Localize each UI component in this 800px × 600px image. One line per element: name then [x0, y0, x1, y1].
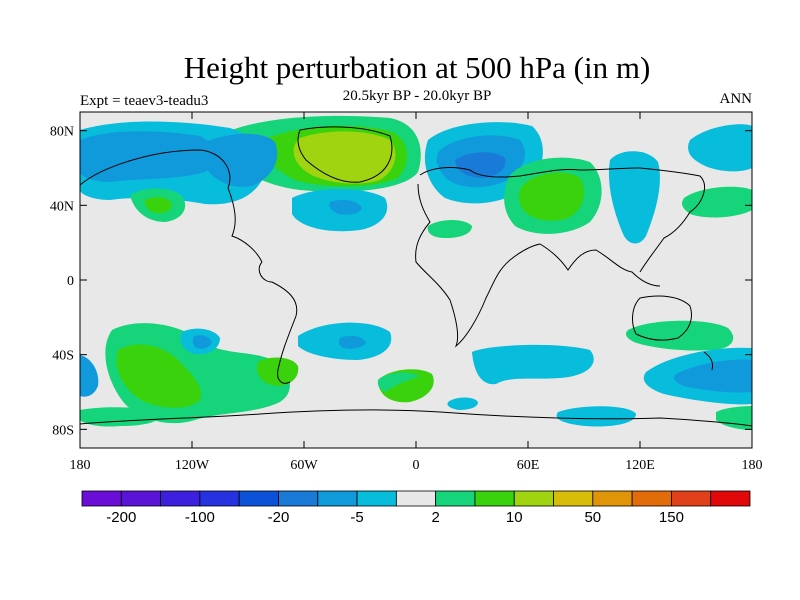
colorbar-swatch — [395, 490, 437, 507]
lon-tick-label: 180 — [70, 458, 91, 473]
lon-tick-label: 120E — [625, 458, 655, 473]
lon-tick-label: 60E — [517, 458, 540, 473]
colorbar-swatch — [160, 490, 201, 507]
contour-negative-antarctic-indian — [556, 406, 636, 427]
colorbar-label: -5 — [350, 509, 363, 526]
colorbar-swatch — [671, 490, 712, 507]
map-title: Height perturbation at 500 hPa (in m) — [183, 50, 651, 85]
colorbar-swatch — [199, 490, 240, 507]
contour-negative-siberia — [608, 151, 660, 244]
lat-tick-label: 80N — [50, 125, 74, 140]
contour-positive-australia — [626, 320, 734, 351]
lat-tick-label: 40N — [50, 199, 74, 214]
lat-tick-label: 0 — [67, 274, 74, 289]
coastlines — [80, 126, 752, 427]
colorbar-swatch — [513, 490, 554, 507]
longitude-axis: 180 120W 60W 0 60E 120E 180 — [70, 112, 763, 473]
lon-tick-label: 180 — [742, 458, 763, 473]
colorbar-swatch — [120, 490, 161, 507]
contour-negative-spacific-small-core — [192, 335, 212, 349]
colorbar-label: 10 — [506, 509, 523, 526]
colorbar-label: -100 — [185, 509, 215, 526]
lon-tick-label: 120W — [175, 458, 210, 473]
colorbar-swatch — [81, 490, 122, 507]
latitude-axis: 80N 40N 0 40S 80S — [50, 125, 752, 438]
contour-negative-natlantic-core — [329, 200, 362, 215]
colorbar-label: -20 — [268, 509, 290, 526]
contour-negative-west-edge — [80, 355, 99, 397]
colorbar-swatch — [356, 490, 397, 507]
contour-positive-central-asia-core — [519, 172, 584, 221]
colorbar-label: -200 — [106, 509, 136, 526]
season-label: ANN — [719, 91, 753, 107]
contour-negative-satlantic-core — [338, 335, 366, 349]
contour-fields — [80, 115, 752, 430]
map-subtitle: 20.5kyr BP - 20.0kyr BP — [342, 88, 492, 104]
contour-negative-arctic-east — [688, 124, 752, 172]
colorbar: -200 -100 -20 -5 2 10 50 150 — [81, 490, 751, 526]
contour-negative-south-africa — [472, 344, 594, 385]
contour-positive-south-atlantic-ring — [377, 372, 420, 392]
lon-tick-label: 60W — [290, 458, 318, 473]
colorbar-swatch — [631, 490, 672, 507]
colorbar-swatch — [710, 490, 751, 507]
contour-positive-antarctic-east — [716, 406, 752, 430]
contour-negative-npacific-mid — [80, 131, 217, 182]
contour-positive-nw-america-core — [144, 196, 172, 214]
contour-negative-scandinavia-core — [455, 152, 506, 178]
colorbar-swatch — [238, 490, 279, 507]
contour-positive-npacific-east — [682, 186, 752, 218]
contour-positive-spacific-core — [116, 344, 202, 408]
colorbar-label: 2 — [431, 509, 439, 526]
lat-tick-label: 40S — [52, 349, 74, 364]
colorbar-label: 50 — [584, 509, 601, 526]
lat-tick-label: 80S — [52, 423, 74, 438]
colorbar-swatch — [592, 490, 633, 507]
colorbar-swatch — [474, 490, 515, 507]
colorbar-swatch — [278, 490, 319, 507]
contour-negative-tasman-core — [674, 359, 752, 393]
contour-positive-mideast — [427, 220, 472, 238]
colorbar-label: 150 — [659, 509, 684, 526]
colorbar-swatch — [435, 490, 476, 507]
colorbar-swatch — [553, 490, 594, 507]
contour-positive-antarctic-west — [80, 407, 161, 427]
contour-negative-south-small — [447, 397, 478, 410]
colorbar-swatch — [317, 490, 358, 507]
lon-tick-label: 0 — [413, 458, 420, 473]
experiment-label: Expt = teaev3-teadu3 — [80, 93, 209, 109]
contour-negative-arctic-canada — [205, 133, 278, 187]
